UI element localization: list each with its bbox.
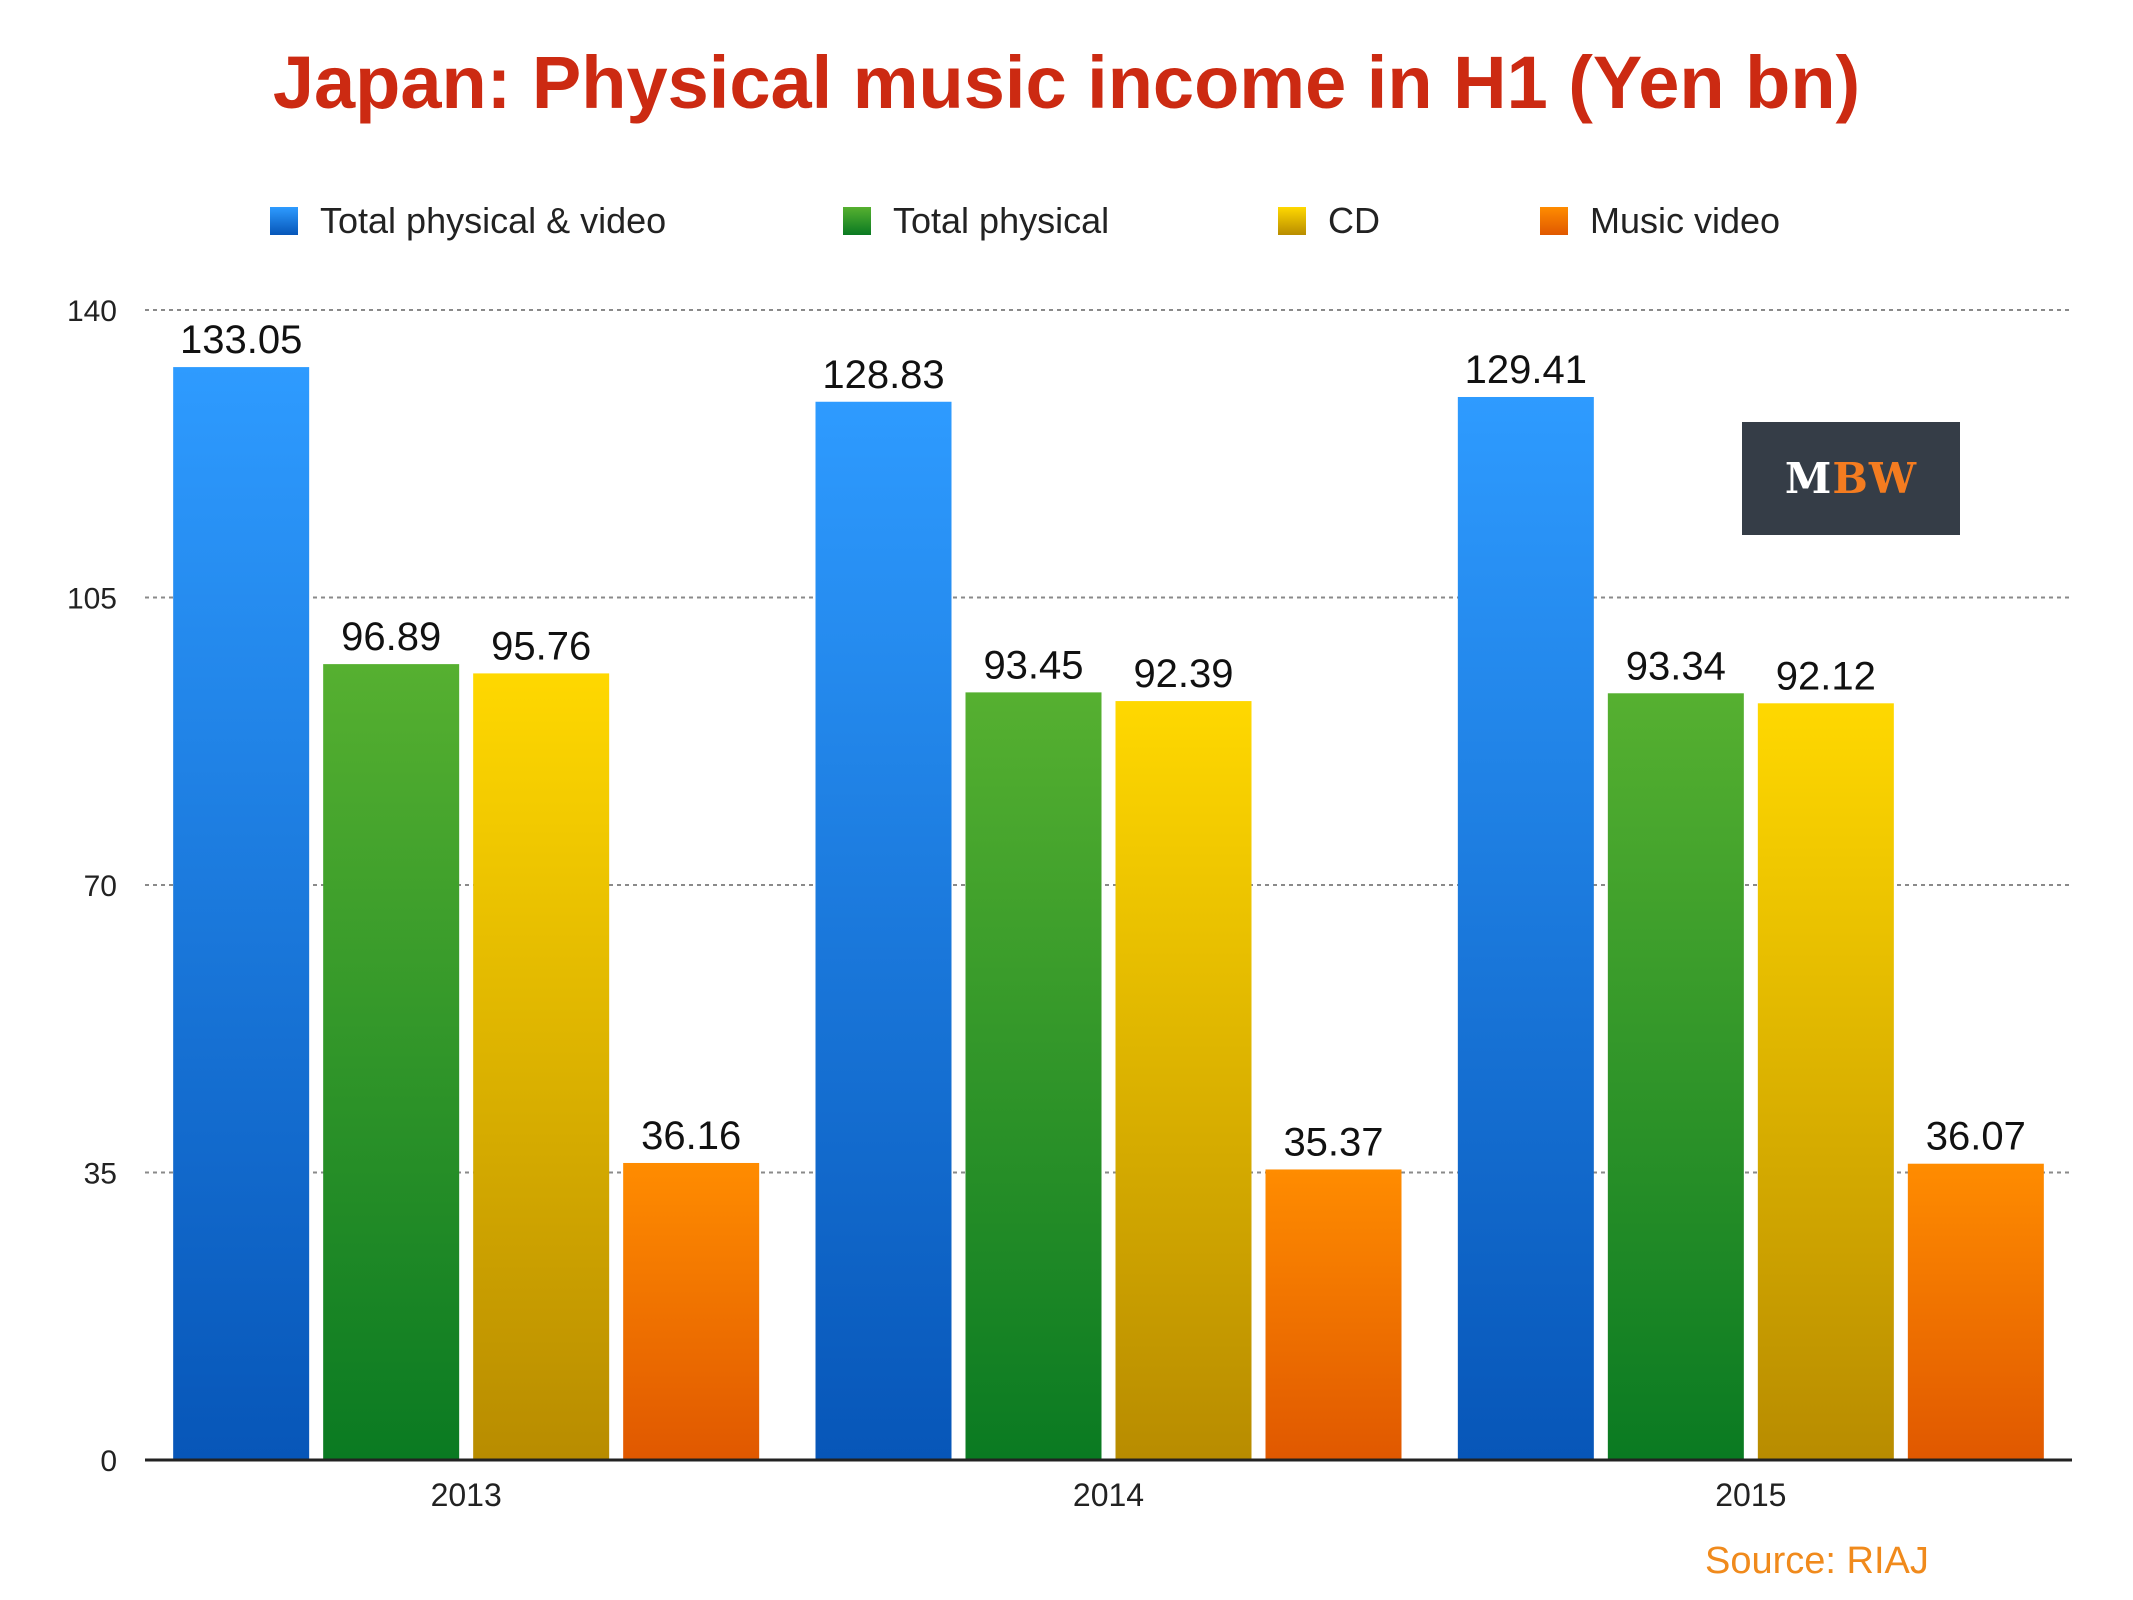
legend-item: Music video (1540, 196, 1780, 246)
mbw-logo: M BW (1742, 422, 1960, 535)
data-label: 129.41 (1465, 348, 1587, 392)
y-tick-label: 0 (100, 1445, 117, 1478)
bar-2013-0 (173, 367, 310, 1460)
logo-text-m: M (1784, 454, 1833, 503)
legend-swatch (1540, 207, 1568, 235)
data-label: 36.07 (1926, 1115, 2026, 1159)
legend-item: CD (1278, 196, 1380, 246)
bars (173, 367, 2044, 1461)
bar-2015-3 (1907, 1163, 2044, 1460)
axes: 0 35 70 105 140 2013 2014 2015 (67, 295, 2072, 1513)
legend-label: Total physical & video (320, 200, 667, 241)
bar-2015-2 (1757, 703, 1894, 1460)
bar-2014-2 (1115, 701, 1252, 1460)
data-label: 36.16 (641, 1114, 741, 1158)
y-tick-label: 70 (84, 870, 117, 903)
bar-2015-0 (1457, 396, 1594, 1461)
data-label: 93.45 (983, 643, 1083, 687)
legend-swatch (843, 207, 871, 235)
data-label: 95.76 (491, 624, 591, 668)
data-label: 128.83 (822, 353, 944, 397)
data-labels: 133.05 96.89 95.76 36.16 128.83 93.45 92.39 35.… (179, 318, 2026, 1165)
y-tick-label: 105 (67, 583, 117, 616)
bar-2013-3 (623, 1162, 760, 1460)
y-tick-label: 140 (67, 295, 117, 328)
bar-2014-0 (815, 401, 952, 1461)
legend-swatch (1278, 207, 1306, 235)
legend-label: CD (1328, 200, 1380, 241)
bar-2014-1 (965, 692, 1102, 1460)
x-tick-label: 2013 (431, 1477, 502, 1513)
legend-item: Total physical & video (270, 196, 666, 246)
y-tick-label: 35 (84, 1158, 117, 1191)
bar-2013-1 (323, 664, 460, 1460)
chart-title: Japan: Physical music income in H1 (Yen … (272, 41, 1861, 124)
legend-label: Total physical (893, 200, 1110, 241)
logo-text-bw: BW (1832, 454, 1918, 503)
x-tick-label: 2015 (1715, 1477, 1786, 1513)
data-label: 92.39 (1133, 652, 1233, 696)
x-tick-label: 2014 (1073, 1477, 1144, 1513)
data-label: 35.37 (1283, 1120, 1383, 1164)
data-label: 92.12 (1776, 654, 1876, 698)
data-label: 93.34 (1626, 644, 1726, 688)
data-label: 96.89 (341, 615, 441, 659)
bar-2015-1 (1607, 693, 1744, 1460)
legend-item: Total physical (843, 196, 1109, 246)
legend-swatch (270, 207, 298, 235)
bar-2013-2 (473, 673, 610, 1460)
legend-label: Music video (1590, 200, 1781, 241)
chart-legend: Total physical & video Total physical CD Mu… (0, 196, 2133, 246)
source-note: Source: RIAJ (1705, 1540, 1929, 1582)
data-label: 133.05 (180, 318, 302, 362)
grid-lines (145, 309, 2072, 1174)
bar-2014-3 (1265, 1169, 1402, 1460)
